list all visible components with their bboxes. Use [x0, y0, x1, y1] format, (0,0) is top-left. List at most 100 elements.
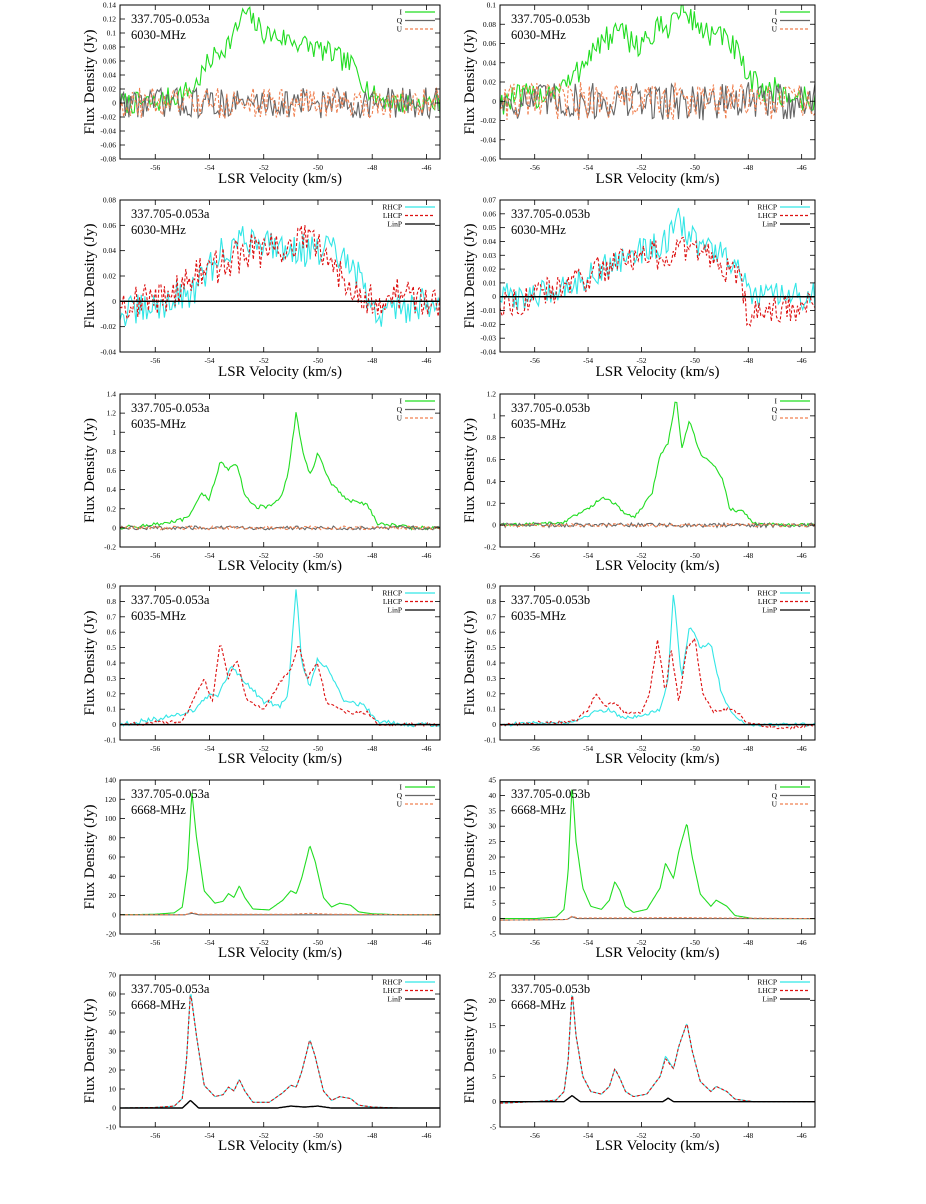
x-tick-label: -48: [743, 551, 753, 560]
y-tick-label: 0.7: [107, 612, 117, 621]
y-tick-label: -0.06: [100, 141, 116, 150]
y-tick-label: -0.04: [100, 348, 116, 357]
legend-label-q: Q: [772, 791, 778, 800]
y-tick-label: 40: [109, 872, 117, 881]
source-annotation: 6035-MHz: [511, 417, 566, 431]
y-tick-label: 0.02: [103, 85, 116, 94]
chart-panel-5: -0.2 0 0.2 0.4 0.6 0.8 1 1.2 1.4 -56 -54 -52 -50 -48 -…: [82, 390, 441, 574]
x-tick-label: -56: [530, 1131, 540, 1140]
y-tick-label: 5: [492, 1072, 496, 1081]
source-annotation: 337.705-0.053a: [131, 787, 210, 801]
x-axis-label: LSR Velocity (km/s): [218, 751, 342, 767]
y-tick-label: 0.08: [103, 43, 116, 52]
x-tick-label: -48: [743, 744, 753, 753]
y-tick-label: 60: [109, 990, 117, 999]
y-tick-label: -5: [490, 1123, 496, 1132]
x-tick-label: -48: [367, 163, 377, 172]
legend-label-u: U: [397, 414, 403, 423]
source-annotation: 6668-MHz: [131, 803, 186, 817]
y-tick-label: 0.02: [103, 272, 116, 281]
x-tick-label: -50: [690, 1131, 700, 1140]
y-tick-label: 40: [109, 1028, 117, 1037]
x-tick-label: -48: [367, 356, 377, 365]
legend-label-i: I: [400, 397, 403, 406]
series-q-line: [120, 86, 440, 120]
legend-label-rhcp: RHCP: [757, 978, 777, 987]
x-tick-label: -54: [204, 1131, 214, 1140]
source-annotation: 6030-MHz: [131, 223, 186, 237]
x-tick-label: -54: [204, 551, 214, 560]
x-tick-label: -54: [583, 744, 593, 753]
legend: IQU: [397, 8, 435, 34]
x-tick-label: -46: [421, 551, 431, 560]
x-axis-label: LSR Velocity (km/s): [218, 945, 342, 961]
x-tick-label: -52: [259, 938, 269, 947]
y-tick-label: 0.6: [107, 628, 117, 637]
y-tick-label: 0.07: [483, 196, 496, 205]
y-tick-label: 0.1: [107, 29, 117, 38]
y-tick-label: 0: [112, 1104, 116, 1113]
x-tick-label: -56: [150, 744, 160, 753]
y-tick-label: 60: [109, 853, 117, 862]
y-tick-label: 0.06: [483, 39, 496, 48]
legend-label-rhcp: RHCP: [382, 589, 402, 598]
x-tick-label: -56: [150, 1131, 160, 1140]
x-tick-label: -56: [530, 356, 540, 365]
source-annotation: 337.705-0.053a: [131, 12, 210, 26]
y-tick-label: 20: [489, 853, 497, 862]
legend-label-u: U: [772, 414, 778, 423]
legend-label-q: Q: [772, 16, 778, 25]
y-tick-label: 0: [492, 521, 496, 530]
plot-frame: [119, 4, 441, 160]
y-tick-label: -0.06: [480, 155, 496, 164]
y-tick-label: 0: [112, 523, 116, 532]
x-tick-label: -54: [204, 938, 214, 947]
legend-label-u: U: [772, 25, 778, 34]
x-tick-label: -52: [636, 938, 646, 947]
x-tick-label: -50: [690, 744, 700, 753]
chart-panel-1: -0.08 -0.06 -0.04 -0.02 0 0.02 0.04 0.06 0.08 0.1…: [82, 1, 441, 187]
y-tick-label: 0.8: [487, 597, 497, 606]
x-axis-label: LSR Velocity (km/s): [596, 171, 720, 187]
series-linp-line: [500, 1095, 815, 1103]
source-annotation: 6035-MHz: [511, 609, 566, 623]
x-axis-label: LSR Velocity (km/s): [596, 558, 720, 574]
x-tick-label: -50: [313, 163, 323, 172]
x-tick-label: -46: [797, 163, 807, 172]
legend-label-linp: LinP: [762, 995, 777, 1004]
legend-label-lhcp: LHCP: [383, 986, 402, 995]
legend-label-linp: LinP: [762, 606, 777, 615]
x-tick-label: -50: [313, 1131, 323, 1140]
y-tick-label: 0.02: [483, 265, 496, 274]
x-tick-label: -48: [367, 744, 377, 753]
source-annotation: 337.705-0.053a: [131, 401, 210, 415]
x-tick-label: -50: [313, 744, 323, 753]
x-tick-label: -50: [690, 551, 700, 560]
source-annotation: 337.705-0.053b: [511, 593, 590, 607]
y-tick-label: 0.05: [483, 223, 496, 232]
y-tick-label: 0.06: [103, 57, 116, 66]
y-axis-label: Flux Density (Jy): [82, 223, 98, 328]
x-tick-label: -56: [530, 551, 540, 560]
x-tick-label: -54: [583, 1131, 593, 1140]
legend-label-u: U: [397, 800, 403, 809]
series-lhcp-line: [500, 995, 815, 1104]
y-tick-label: -0.04: [100, 127, 116, 136]
x-axis-label: LSR Velocity (km/s): [218, 364, 342, 380]
legend-label-lhcp: LHCP: [758, 597, 777, 606]
plot-frame: [499, 199, 816, 353]
y-tick-label: 0.12: [103, 15, 116, 24]
y-tick-label: 0.1: [487, 705, 497, 714]
y-tick-label: 120: [105, 795, 117, 804]
source-annotation: 337.705-0.053b: [511, 207, 590, 221]
source-annotation: 6668-MHz: [131, 998, 186, 1012]
legend-label-lhcp: LHCP: [758, 211, 777, 220]
source-annotation: 337.705-0.053b: [511, 12, 590, 26]
source-annotation: 6035-MHz: [131, 417, 186, 431]
y-tick-label: -0.1: [104, 736, 116, 745]
x-axis-label: LSR Velocity (km/s): [596, 751, 720, 767]
